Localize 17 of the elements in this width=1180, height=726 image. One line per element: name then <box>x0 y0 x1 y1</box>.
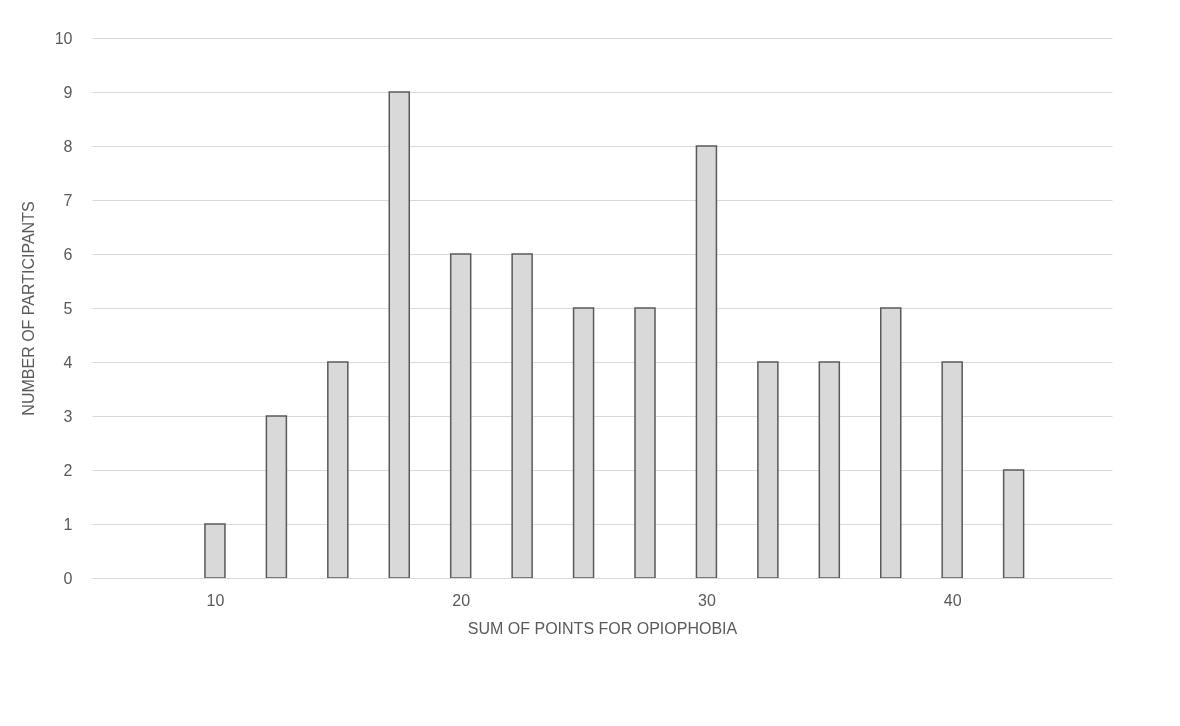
x-tick-label: 10 <box>206 591 225 609</box>
y-tick-label: 8 <box>63 137 73 155</box>
x-axis-title: SUM OF POINTS FOR OPIOPHOBIA <box>467 619 738 637</box>
x-tick-label: 40 <box>943 591 962 609</box>
y-tick-label: 3 <box>63 407 73 425</box>
y-tick-label: 10 <box>54 29 73 47</box>
y-tick-label: 5 <box>63 299 73 317</box>
y-tick-label: 2 <box>63 461 73 479</box>
y-tick-label: 0 <box>63 569 73 587</box>
x-tick-label: 20 <box>452 591 471 609</box>
y-tick-label: 1 <box>63 515 73 533</box>
y-tick-label: 4 <box>63 353 73 371</box>
x-tick-label: 30 <box>698 591 716 609</box>
y-axis-title: NUMBER OF PARTICIPANTS <box>19 201 37 416</box>
y-tick-label: 7 <box>63 191 73 209</box>
y-tick-label: 9 <box>63 83 73 101</box>
y-tick-label: 6 <box>63 245 73 263</box>
